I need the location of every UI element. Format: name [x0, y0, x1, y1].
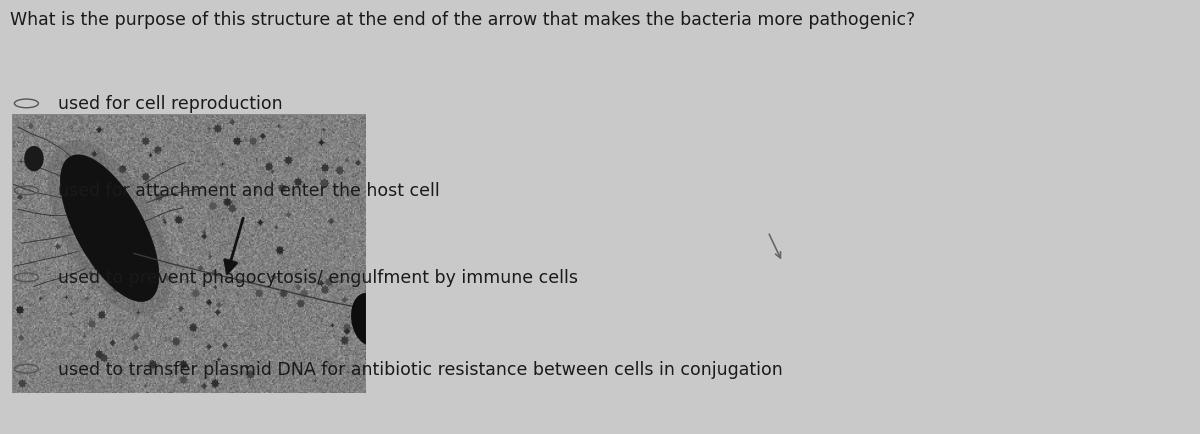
Bar: [12, 115, 366, 393]
Ellipse shape: [352, 293, 386, 346]
Text: used to prevent phagocytosis/ engulfment by immune cells: used to prevent phagocytosis/ engulfment…: [58, 269, 577, 287]
Ellipse shape: [24, 147, 43, 172]
Text: used to transfer plasmid DNA for antibiotic resistance between cells in conjugat: used to transfer plasmid DNA for antibio…: [58, 360, 782, 378]
Text: used for attachment and enter the host cell: used for attachment and enter the host c…: [58, 182, 439, 200]
Ellipse shape: [48, 141, 172, 317]
Text: What is the purpose of this structure at the end of the arrow that makes the bac: What is the purpose of this structure at…: [10, 11, 914, 29]
Ellipse shape: [60, 155, 158, 302]
Text: used for cell reproduction: used for cell reproduction: [58, 95, 282, 113]
